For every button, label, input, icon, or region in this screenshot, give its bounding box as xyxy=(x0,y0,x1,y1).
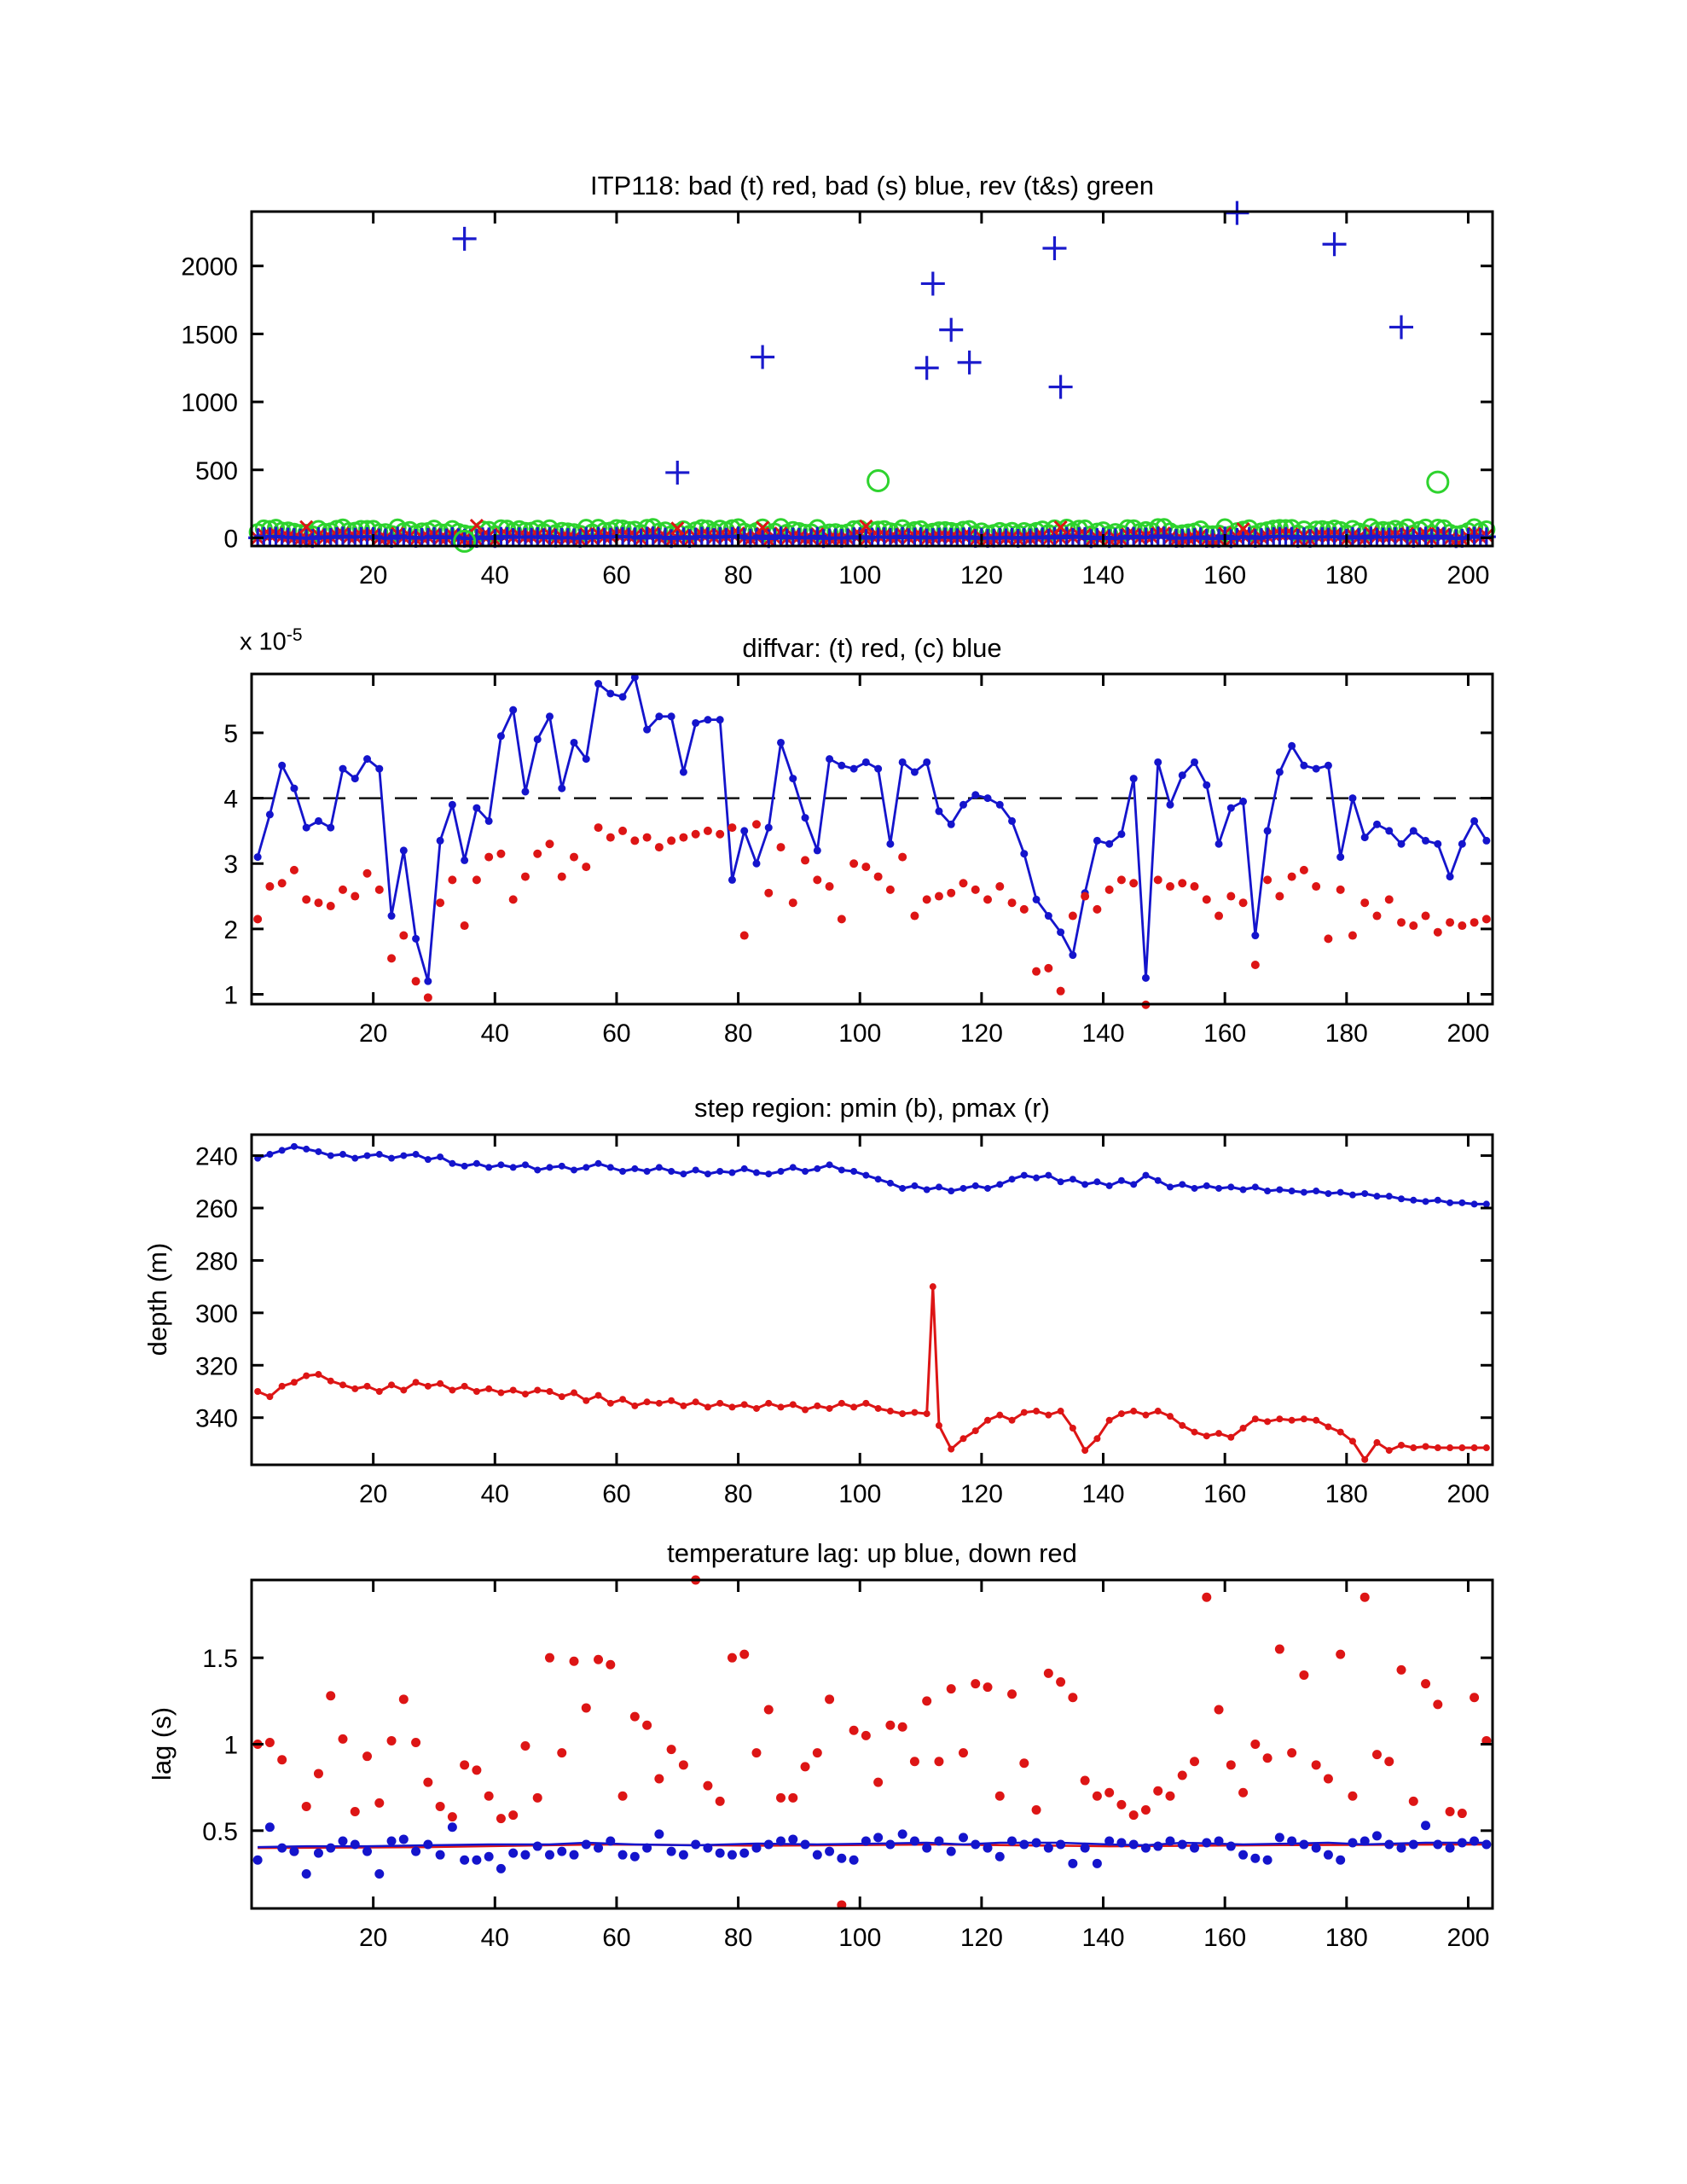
plot3-frame xyxy=(250,1133,1494,1467)
svg-text:1500: 1500 xyxy=(181,321,238,349)
svg-text:200: 200 xyxy=(1446,1480,1489,1508)
svg-text:80: 80 xyxy=(724,1019,752,1048)
svg-text:40: 40 xyxy=(481,1924,509,1952)
svg-text:1: 1 xyxy=(223,1732,238,1760)
svg-text:1: 1 xyxy=(223,982,238,1010)
plot3-title: step region: pmin (b), pmax (r) xyxy=(694,1093,1050,1123)
svg-text:160: 160 xyxy=(1203,1019,1246,1048)
svg-text:120: 120 xyxy=(960,561,1003,590)
svg-text:160: 160 xyxy=(1203,561,1246,590)
svg-text:140: 140 xyxy=(1081,561,1124,590)
svg-text:180: 180 xyxy=(1325,1019,1368,1048)
svg-text:2: 2 xyxy=(223,916,238,944)
plot2-series-diffvar-t-red-dots xyxy=(253,820,1491,1009)
plot3-axes: 20 40 60 80 100 120 140 160 180 200 240 260 280 300 32… xyxy=(195,1133,1494,1508)
svg-text:100: 100 xyxy=(838,1480,881,1508)
plot4-frame xyxy=(250,1578,1494,1910)
svg-text:120: 120 xyxy=(960,1480,1003,1508)
exponent-power: -5 xyxy=(286,625,303,645)
svg-text:300: 300 xyxy=(195,1300,238,1328)
svg-text:500: 500 xyxy=(195,457,238,485)
plot2-frame xyxy=(250,672,1494,1006)
svg-text:5: 5 xyxy=(223,720,238,748)
svg-text:80: 80 xyxy=(724,1480,752,1508)
svg-text:60: 60 xyxy=(602,1924,630,1952)
plot1-series-rev-ts-green-outliers xyxy=(453,469,1450,553)
svg-text:20: 20 xyxy=(359,1019,387,1048)
svg-text:40: 40 xyxy=(481,1019,509,1048)
svg-text:20: 20 xyxy=(359,561,387,590)
svg-text:2000: 2000 xyxy=(181,253,238,282)
svg-text:60: 60 xyxy=(602,561,630,590)
svg-text:160: 160 xyxy=(1203,1924,1246,1952)
svg-text:40: 40 xyxy=(481,1480,509,1508)
plot2-title: diffvar: (t) red, (c) blue xyxy=(742,633,1002,663)
svg-text:320: 320 xyxy=(195,1352,238,1380)
svg-text:120: 120 xyxy=(960,1924,1003,1952)
svg-text:4: 4 xyxy=(223,786,238,814)
svg-text:140: 140 xyxy=(1081,1924,1124,1952)
svg-text:40: 40 xyxy=(481,561,509,590)
svg-text:280: 280 xyxy=(195,1247,238,1275)
svg-text:260: 260 xyxy=(195,1195,238,1223)
plot1-series-bad-t-red-raised xyxy=(299,519,1250,537)
plot3-ticks: 20 40 60 80 100 120 140 160 180 200 240 260 280 300 32… xyxy=(195,1135,1493,1508)
svg-text:200: 200 xyxy=(1446,561,1489,590)
plot4-series-down-red-dots xyxy=(252,1575,1492,1910)
plot4-series-up-blue-dots xyxy=(252,1821,1492,1879)
plot1-series-bad-s-blue-outliers xyxy=(452,200,1414,485)
svg-text:240: 240 xyxy=(195,1143,238,1171)
plot2-y-exponent-label: x 10-5 xyxy=(240,625,303,657)
svg-text:0: 0 xyxy=(223,525,238,553)
svg-text:80: 80 xyxy=(724,561,752,590)
svg-text:180: 180 xyxy=(1325,1924,1368,1952)
svg-text:200: 200 xyxy=(1446,1924,1489,1952)
exponent-base: x 10 xyxy=(240,628,287,656)
svg-text:3: 3 xyxy=(223,851,238,879)
svg-text:140: 140 xyxy=(1081,1480,1124,1508)
plot4-axes: 20 40 60 80 100 120 140 160 180 200 0.5 1 1.5 xyxy=(202,1575,1494,1952)
svg-text:0.5: 0.5 xyxy=(202,1818,238,1846)
svg-text:100: 100 xyxy=(838,1924,881,1952)
svg-text:20: 20 xyxy=(359,1924,387,1952)
svg-text:120: 120 xyxy=(960,1019,1003,1048)
svg-text:180: 180 xyxy=(1325,561,1368,590)
plot2-axes: 20 40 60 80 100 120 140 160 180 200 1 2 3 4 5 xyxy=(223,672,1494,1048)
plot4-ticks: 20 40 60 80 100 120 140 160 180 200 0.5 1 1.5 xyxy=(202,1580,1493,1952)
svg-text:180: 180 xyxy=(1325,1480,1368,1508)
svg-text:20: 20 xyxy=(359,1480,387,1508)
svg-text:160: 160 xyxy=(1203,1480,1246,1508)
plot3-series-pmin-blue-line xyxy=(254,1142,1490,1208)
svg-text:60: 60 xyxy=(602,1019,630,1048)
svg-text:100: 100 xyxy=(838,561,881,590)
svg-text:140: 140 xyxy=(1081,1019,1124,1048)
svg-text:1000: 1000 xyxy=(181,389,238,417)
svg-text:340: 340 xyxy=(195,1405,238,1433)
plot1-ticks: 20 40 60 80 100 120 140 160 180 20005001000150020… xyxy=(181,212,1493,590)
svg-text:60: 60 xyxy=(602,1480,630,1508)
plot2-ticks: 20 40 60 80 100 120 140 160 180 200 1 2 3 4 5 xyxy=(223,674,1493,1048)
plot3-series-pmax-red-line xyxy=(254,1283,1490,1463)
svg-text:200: 200 xyxy=(1446,1019,1489,1048)
plot4-title: temperature lag: up blue, down red xyxy=(667,1538,1077,1568)
plot1-frame xyxy=(250,210,1494,548)
svg-text:100: 100 xyxy=(838,1019,881,1048)
svg-text:80: 80 xyxy=(724,1924,752,1952)
plot1-axes: 20 40 60 80 100 120 140 160 180 20005001000150020… xyxy=(181,200,1496,590)
plot1-title: ITP118: bad (t) red, bad (s) blue, rev (… xyxy=(589,171,1155,200)
plot2-series-diffvar-c-blue-line xyxy=(253,673,1491,985)
svg-text:1.5: 1.5 xyxy=(202,1645,238,1673)
